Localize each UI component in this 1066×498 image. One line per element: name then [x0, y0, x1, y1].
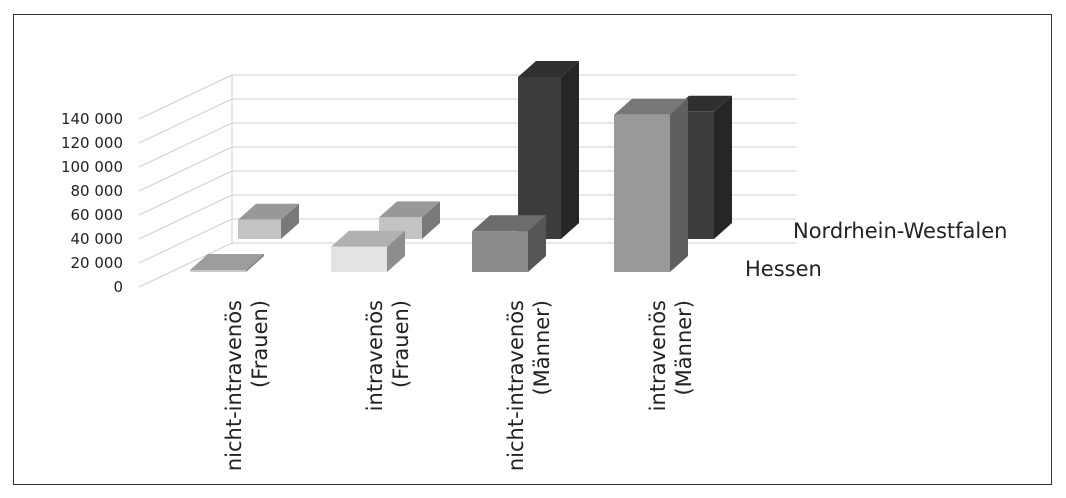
y-tick-label: 0	[113, 278, 123, 296]
y-tick-label: 40 000	[71, 230, 124, 248]
bar-side	[281, 203, 299, 239]
bar-top	[331, 230, 405, 247]
bar-top	[614, 98, 688, 115]
bar-side	[528, 215, 546, 272]
gridline-diagonal	[138, 122, 233, 168]
category-label-line: nicht-intravenös	[222, 300, 246, 471]
gridline-diagonal	[138, 170, 233, 216]
bar-top	[518, 61, 579, 77]
y-axis-ticks: 0 20 000 40 000 60 000 80 000 100 000 120 000 1…	[61, 110, 123, 296]
bar	[472, 215, 546, 272]
category-label: intravenös (Männer)	[646, 300, 696, 411]
series-bars-front	[190, 98, 688, 272]
category-label-line: (Männer)	[672, 300, 696, 396]
gridline-diagonal	[138, 146, 233, 192]
gridline-diagonal	[138, 218, 233, 264]
y-tick-label: 20 000	[71, 254, 124, 272]
gridline-diagonal	[138, 242, 233, 288]
bar-top	[379, 201, 440, 218]
series-bars-back	[238, 61, 732, 239]
category-labels: nicht-intravenös (Frauen) intravenös (Fraue…	[222, 300, 696, 471]
series-label: Hessen	[745, 257, 822, 281]
y-tick-label: 140 000	[61, 110, 123, 128]
bar-side	[246, 254, 264, 272]
y-tick-label: 60 000	[71, 206, 124, 224]
bar-front	[190, 270, 246, 272]
gridline-diagonal	[138, 194, 233, 240]
category-label-line: (Männer)	[530, 300, 554, 396]
bar-top	[238, 203, 299, 220]
bar-side	[561, 61, 579, 239]
bar-front	[614, 114, 670, 272]
gridline-diagonal	[138, 74, 233, 120]
category-label-line: intravenös	[646, 300, 670, 411]
bar-top	[190, 254, 264, 270]
bar	[614, 98, 688, 272]
bar-front	[472, 231, 528, 272]
bar	[238, 203, 299, 239]
category-label-line: (Frauen)	[248, 300, 272, 388]
bar-side	[422, 201, 440, 239]
series-label: Nordrhein-Westfalen	[793, 219, 1007, 243]
bar-front	[518, 77, 561, 239]
bar-side	[670, 98, 688, 272]
bar	[331, 230, 405, 272]
category-label-line: nicht-intravenös	[504, 300, 528, 471]
y-tick-label: 120 000	[61, 134, 123, 152]
bar-side	[714, 95, 732, 239]
bar-top	[472, 215, 546, 232]
y-tick-label: 80 000	[71, 182, 124, 200]
category-label: nicht-intravenös (Frauen)	[222, 300, 272, 471]
y-tick-label: 100 000	[61, 158, 123, 176]
bar	[518, 61, 579, 239]
category-label: intravenös (Frauen)	[363, 300, 413, 411]
bar-front	[238, 219, 281, 239]
category-label: nicht-intravenös (Männer)	[504, 300, 554, 471]
category-label-line: intravenös	[363, 300, 387, 411]
bar-side	[387, 230, 405, 272]
bar	[190, 254, 264, 272]
gridline-diagonal	[138, 98, 233, 144]
series-labels: Nordrhein-Westfalen Hessen	[745, 219, 1007, 281]
bar-front	[331, 246, 387, 272]
category-label-line: (Frauen)	[389, 300, 413, 388]
